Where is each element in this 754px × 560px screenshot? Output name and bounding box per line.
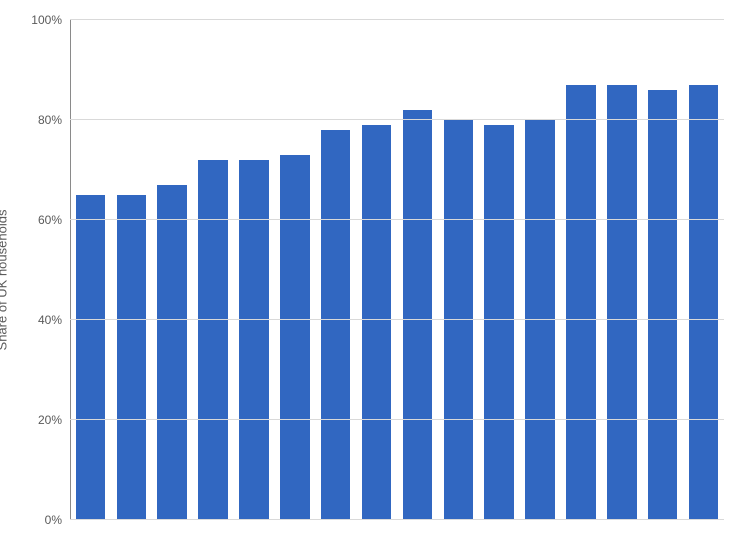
bar [607,85,636,520]
bar-slot [356,20,397,520]
bar [280,155,309,520]
bar [362,125,391,520]
bar [689,85,718,520]
bar-slot [601,20,642,520]
ytick-label: 0% [45,513,70,527]
bar-slot [397,20,438,520]
ytick-label: 80% [38,113,70,127]
bar [403,110,432,520]
gridline [70,19,724,20]
gridline [70,419,724,420]
bar [321,130,350,520]
bar-slot [234,20,275,520]
ytick-label: 40% [38,313,70,327]
gridline [70,219,724,220]
bar-slot [520,20,561,520]
bar-slot [274,20,315,520]
bar [648,90,677,520]
bar-slot [70,20,111,520]
y-axis-label: Share of UK households [0,210,10,351]
ytick-label: 20% [38,413,70,427]
bar-slot [561,20,602,520]
chart-container: Share of UK households 0%20%40%60%80%100… [0,0,754,560]
bar [76,195,105,520]
plot-area: 0%20%40%60%80%100% [70,20,724,520]
gridline [70,519,724,520]
bar [117,195,146,520]
bar-slot [683,20,724,520]
bar [444,120,473,520]
bar [198,160,227,520]
bar-slot [152,20,193,520]
bar-slot [642,20,683,520]
bar-slot [479,20,520,520]
bar [484,125,513,520]
bar-slot [193,20,234,520]
bar [566,85,595,520]
gridline [70,119,724,120]
ytick-label: 100% [31,13,70,27]
bar [239,160,268,520]
bar [525,120,554,520]
ytick-label: 60% [38,213,70,227]
gridline [70,319,724,320]
bars-group [70,20,724,520]
bar-slot [315,20,356,520]
bar [157,185,186,520]
bar-slot [111,20,152,520]
bar-slot [438,20,479,520]
